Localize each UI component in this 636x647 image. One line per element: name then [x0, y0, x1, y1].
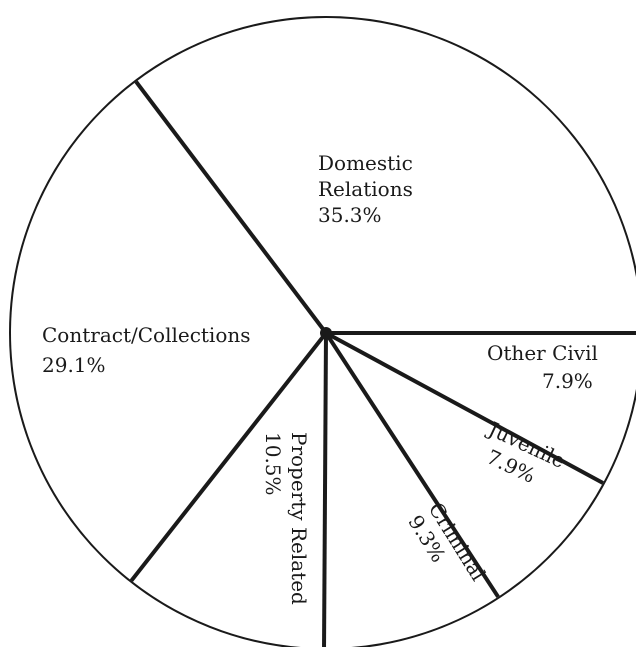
- slice-divider-line: [129, 331, 328, 582]
- slice-percent-label: 7.9%: [542, 369, 593, 393]
- pie-slice-juvenile: [326, 333, 603, 597]
- slice-percent-label: 35.3%: [318, 203, 382, 227]
- pie-slice-property-related: [131, 333, 326, 647]
- slice-name-label: Contract/Collections: [42, 323, 251, 347]
- slice-name-label: Property Related: [287, 432, 311, 605]
- slice-divider-line: [324, 331, 500, 598]
- slice-label-group: Contract/Collections 29.1%: [42, 323, 251, 377]
- slice-name-label: Domestic: [318, 151, 413, 175]
- slice-name-label: Other Civil: [487, 341, 598, 365]
- slice-percent-label: 29.1%: [42, 353, 106, 377]
- slice-divider-line: [322, 332, 328, 647]
- pie-slice-other-civil: [326, 333, 636, 484]
- pie-slice-domestic-relations: [136, 17, 636, 333]
- slice-divider-line: [325, 331, 604, 485]
- slice-label-group: Other Civil 7.9%: [487, 341, 598, 393]
- pie-slices: [11, 17, 636, 647]
- slice-divider-line: [134, 80, 328, 335]
- pie-center-dot: [320, 327, 332, 339]
- pie-slice-criminal: [324, 333, 499, 647]
- slice-percent-label: 10.5%: [261, 432, 285, 496]
- slice-name-label: Relations: [318, 177, 413, 201]
- pie-slice-contract-collections: [11, 81, 326, 581]
